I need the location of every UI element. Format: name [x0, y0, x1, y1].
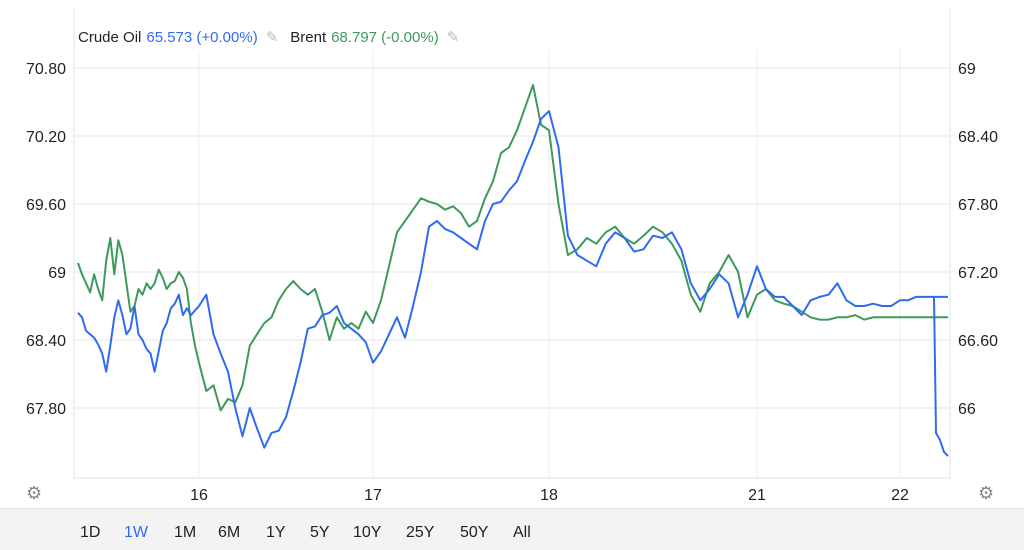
range-button[interactable]: 10Y — [353, 524, 382, 541]
left-axis-tick-label: 68.40 — [26, 333, 66, 350]
series-line-crude-oil-drop — [933, 296, 949, 457]
range-button[interactable]: All — [513, 524, 531, 541]
range-selector: 1D 1W 1M 6M 1Y 5Y 10Y 25Y 50Y All — [0, 508, 1024, 550]
right-axis-tick-label: 69 — [958, 61, 976, 78]
gear-icon[interactable]: ⚙ — [978, 483, 995, 503]
range-button[interactable]: 5Y — [310, 524, 330, 541]
pencil-icon[interactable]: ✎ — [446, 29, 460, 46]
price-chart[interactable]: 70.80 70.20 69.60 69 68.40 67.80 69 68.40 67.80 6… — [0, 0, 1024, 508]
right-axis-tick-label: 67.80 — [958, 197, 998, 214]
left-axis-tick-label: 67.80 — [26, 401, 66, 418]
x-axis-tick-label: 22 — [891, 487, 909, 504]
series-line-brent — [77, 84, 948, 412]
x-axis-tick-label: 21 — [748, 487, 766, 504]
range-button[interactable]: 1M — [174, 524, 197, 541]
range-button[interactable]: 6M — [218, 524, 241, 541]
legend-name-crude: Crude Oil — [78, 28, 142, 46]
pencil-icon[interactable]: ✎ — [265, 29, 279, 46]
left-axis-tick-label: 69.60 — [26, 197, 66, 214]
right-axis-tick-label: 67.20 — [958, 265, 998, 282]
series-line-crude-oil — [77, 110, 948, 449]
range-button[interactable]: 25Y — [406, 524, 435, 541]
legend-value-crude: 65.573 (+0.00%) — [146, 28, 258, 46]
right-axis-tick-label: 68.40 — [958, 129, 998, 146]
range-button[interactable]: 1D — [80, 524, 101, 541]
chart-legend: Crude Oil 65.573 (+0.00%) ✎ Brent 68.797… — [78, 28, 471, 47]
legend-value-brent: 68.797 (-0.00%) — [331, 28, 439, 46]
right-axis-tick-label: 66.60 — [958, 333, 998, 350]
right-axis-tick-label: 66 — [958, 401, 976, 418]
range-button[interactable]: 1Y — [266, 524, 286, 541]
x-axis-tick-label: 17 — [364, 487, 382, 504]
x-axis-tick-label: 18 — [540, 487, 558, 504]
range-button[interactable]: 1W — [124, 524, 148, 541]
legend-name-brent: Brent — [290, 28, 327, 46]
left-axis-tick-label: 70.20 — [26, 129, 66, 146]
gear-icon[interactable]: ⚙ — [26, 483, 43, 503]
range-button[interactable]: 50Y — [460, 524, 489, 541]
left-axis-tick-label: 69 — [48, 265, 66, 282]
x-axis-tick-label: 16 — [190, 487, 208, 504]
left-axis-tick-label: 70.80 — [26, 61, 66, 78]
